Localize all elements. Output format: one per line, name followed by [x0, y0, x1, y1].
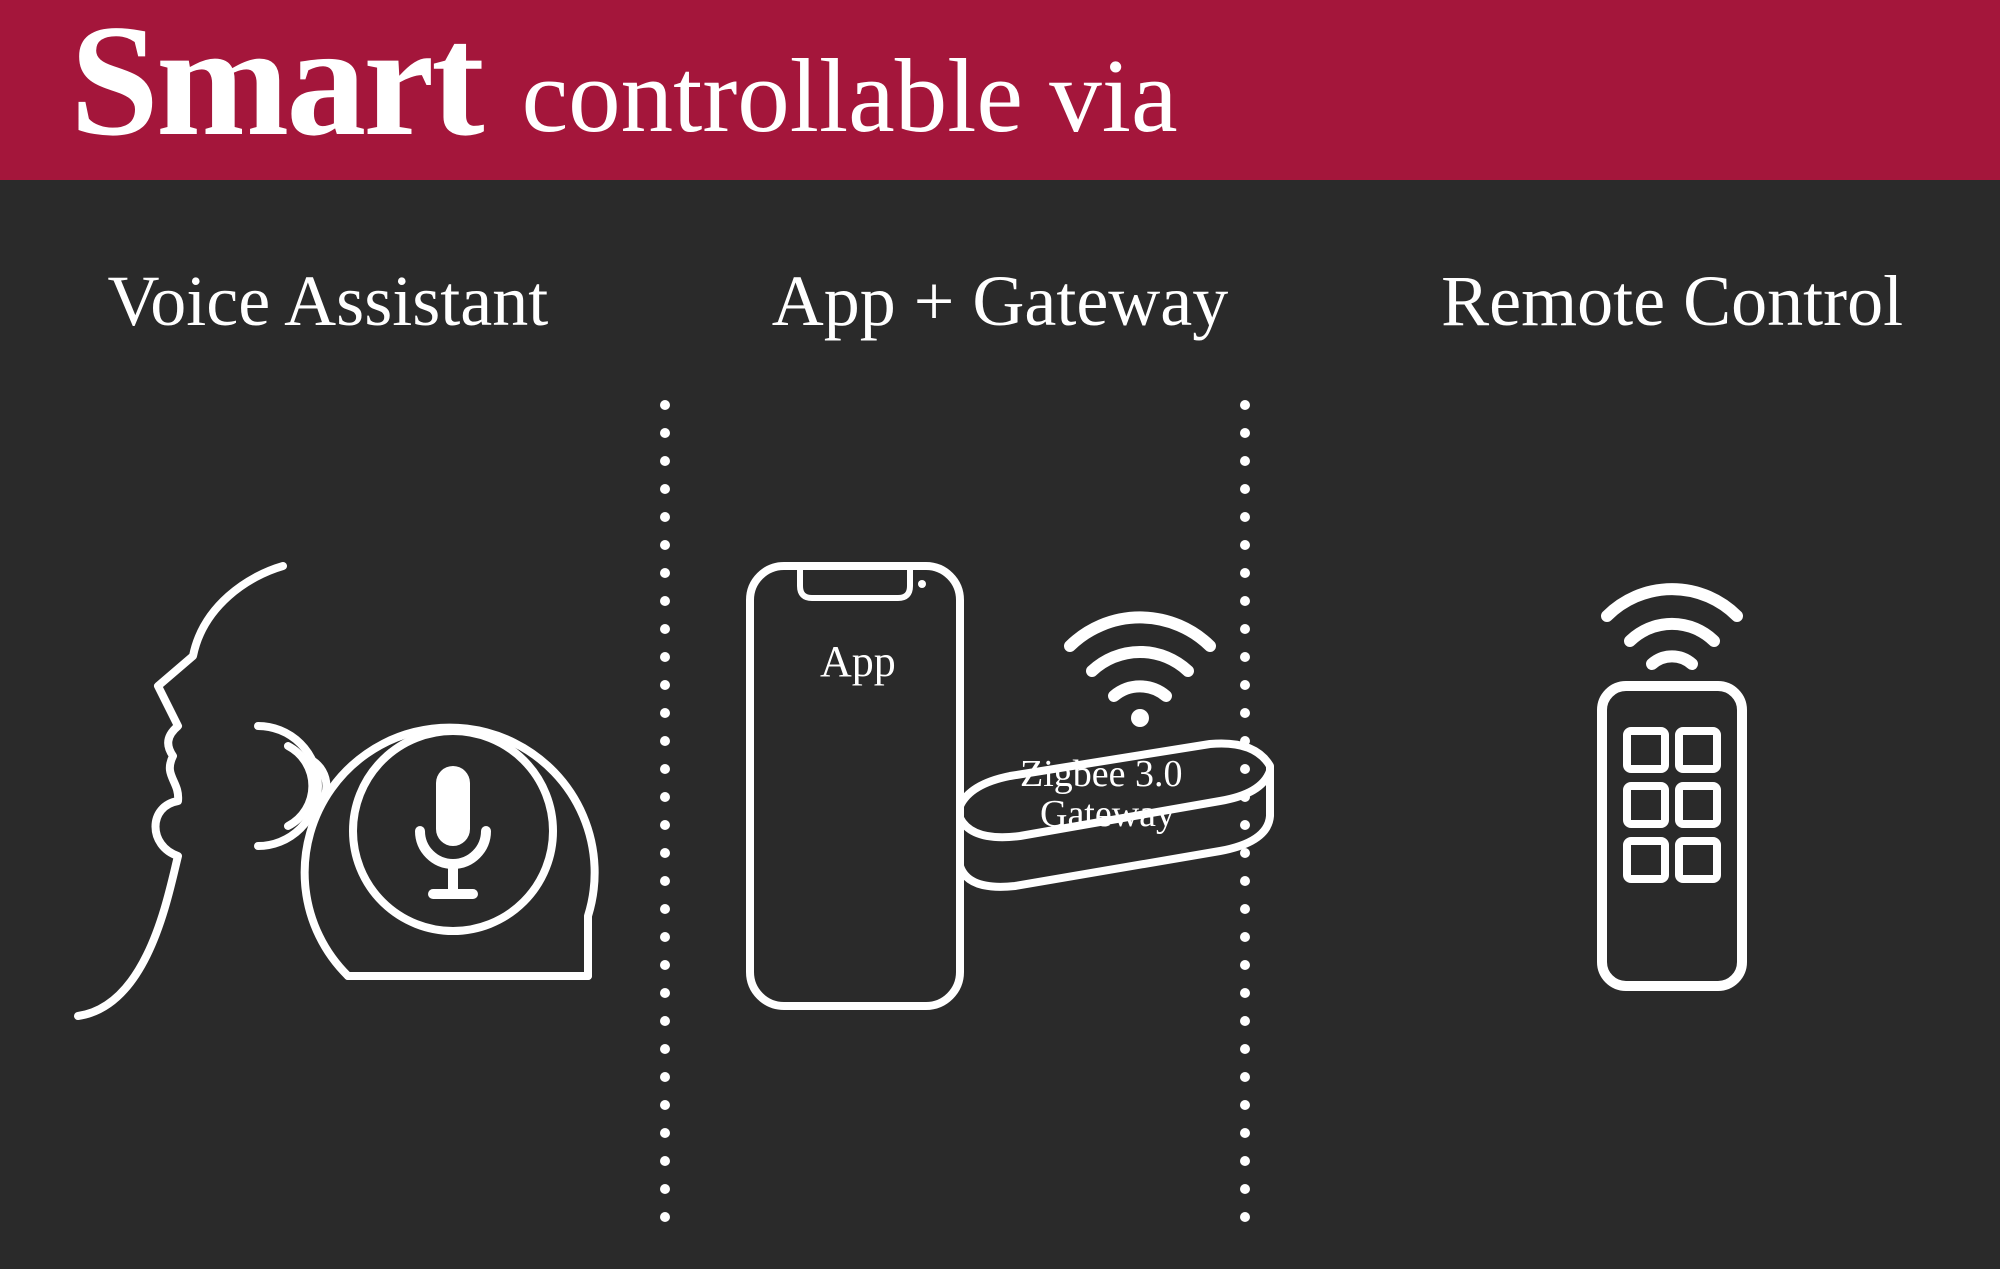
remote-control-icon: [1522, 566, 1822, 1046]
column-remote: Remote Control: [1344, 260, 2000, 1269]
columns-container: Voice Assistant App +: [0, 180, 2000, 1269]
gateway-label-2: Gateway: [1040, 793, 1175, 835]
app-label: App: [820, 637, 896, 686]
column-voice-assistant: Voice Assistant: [0, 260, 656, 1269]
col-title-remote: Remote Control: [1441, 260, 1903, 343]
gateway-label-1: Zigbee 3.0: [1020, 753, 1183, 795]
col-title-app: App + Gateway: [772, 260, 1228, 343]
header-bold: Smart: [70, 0, 482, 160]
divider-1: [660, 400, 662, 1209]
header-light: controllable via: [522, 43, 1178, 160]
col-title-voice: Voice Assistant: [108, 260, 549, 343]
voice-assistant-icon: [48, 546, 608, 1066]
remote-icon-area: [1344, 343, 2000, 1269]
header-banner: Smart controllable via: [0, 0, 2000, 180]
wifi-icon: [1070, 617, 1210, 727]
divider-2: [1240, 400, 1242, 1209]
app-gateway-icon: App Zigbee 3.0 Gateway: [710, 526, 1290, 1086]
wifi-icon: [1607, 589, 1737, 664]
voice-icon-area: [0, 343, 656, 1269]
